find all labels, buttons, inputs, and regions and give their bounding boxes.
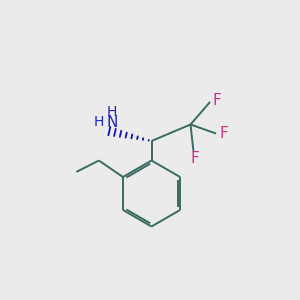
- Text: F: F: [219, 126, 228, 141]
- Text: H: H: [94, 115, 104, 129]
- Text: F: F: [212, 93, 221, 108]
- Text: N: N: [106, 115, 118, 130]
- Text: H: H: [107, 105, 117, 119]
- Text: F: F: [190, 151, 200, 166]
